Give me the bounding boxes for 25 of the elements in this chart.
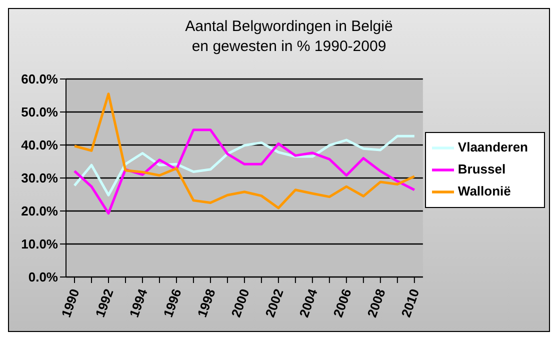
x-tick-label: 2008 [364, 286, 388, 320]
y-tick-label: 0.0% [28, 270, 58, 285]
x-tick-label: 1992 [92, 286, 116, 320]
x-tick-label: 1994 [126, 286, 151, 320]
line-series [73, 134, 416, 196]
line-series [73, 128, 416, 215]
y-tick-label: 10.0% [21, 236, 58, 252]
chart-title: Aantal Belgwordingen in België en gewesten in % 1990-2009 [184, 17, 394, 57]
y-tick-label: 60.0% [21, 72, 58, 87]
line-series [73, 92, 416, 210]
x-tick-label: 2000 [228, 286, 252, 320]
y-tick-label: 40.0% [21, 138, 58, 153]
x-tick-label: 1998 [194, 286, 218, 320]
y-tick-label: 20.0% [21, 204, 58, 219]
x-tick-label: 2006 [330, 286, 354, 320]
x-tick-label: 1996 [160, 286, 184, 320]
x-tick-label: 1990 [58, 286, 82, 320]
legend-label: Brussel [458, 161, 506, 176]
y-tick-label: 30.0% [21, 170, 58, 186]
x-tick-label: 2002 [262, 286, 286, 320]
y-tick-label: 50.0% [21, 104, 58, 120]
x-tick-label: 2004 [296, 286, 321, 320]
legend-label: Vlaanderen [458, 139, 528, 154]
legend-label: Wallonië [458, 183, 511, 198]
x-tick-label: 2010 [398, 286, 422, 320]
